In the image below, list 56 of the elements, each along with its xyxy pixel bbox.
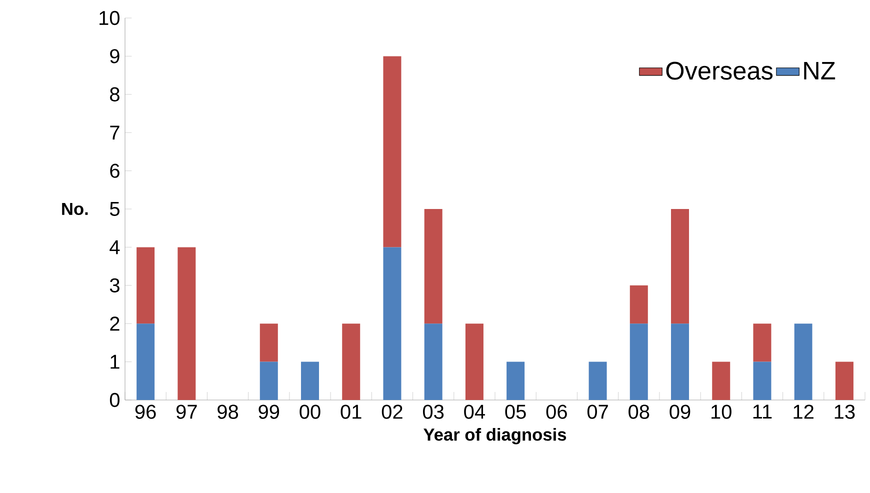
bar — [671, 209, 690, 324]
bar — [630, 324, 648, 400]
y-tick-label: 6 — [110, 164, 120, 178]
y-tick-label: 8 — [110, 87, 120, 102]
x-tick-label: 11 — [753, 404, 772, 418]
x-tick-label: 02 — [382, 404, 402, 419]
bar — [301, 362, 320, 400]
bar — [342, 324, 360, 400]
bar — [260, 362, 278, 400]
x-tick-label: 12 — [794, 404, 814, 419]
x-tick-label: 00 — [300, 404, 320, 419]
bar — [178, 247, 196, 400]
bar — [506, 362, 525, 400]
x-tick-label: 13 — [834, 404, 855, 419]
bar — [136, 324, 155, 400]
bar — [671, 324, 690, 400]
x-tick-label: 05 — [505, 404, 526, 419]
x-tick-label: 98 — [218, 404, 238, 419]
y-tick-label: 4 — [110, 240, 120, 254]
y-tick-label: 7 — [110, 126, 120, 140]
bar — [383, 56, 402, 248]
x-tick-label: 99 — [258, 404, 280, 419]
bar — [753, 362, 772, 400]
legend-label: NZ — [804, 62, 836, 80]
y-tick-label: 10 — [100, 10, 120, 26]
x-tick-label: 01 — [340, 404, 362, 419]
bar — [712, 362, 730, 400]
bar — [835, 362, 854, 400]
legend-label: Overseas — [666, 62, 773, 80]
x-tick-label: 06 — [546, 404, 567, 419]
y-tick-label: 2 — [110, 316, 120, 331]
bar — [794, 324, 812, 400]
bar — [630, 285, 648, 324]
bar — [588, 362, 607, 400]
bar — [424, 209, 442, 324]
bar — [465, 324, 484, 400]
bar — [260, 324, 278, 362]
y-tick-label: 5 — [110, 202, 120, 216]
x-tick-label: 09 — [670, 404, 690, 419]
y-tick-label: 1 — [110, 354, 120, 369]
x-tick-label: 96 — [135, 404, 156, 419]
x-axis-title: Year of diagnosis — [424, 428, 566, 444]
y-tick-label: 3 — [110, 278, 120, 292]
x-tick-label: 08 — [628, 404, 650, 419]
x-tick-label: 03 — [422, 404, 444, 419]
bar — [383, 247, 402, 400]
x-tick-label: 97 — [176, 404, 197, 419]
x-tick-label: 10 — [712, 404, 732, 419]
y-tick-label: 9 — [110, 49, 120, 64]
y-axis-title: No. — [62, 202, 88, 216]
y-tick-label: 0 — [110, 392, 120, 408]
bar — [136, 247, 155, 324]
bar — [753, 324, 772, 362]
bar — [424, 324, 442, 400]
x-tick-label: 04 — [464, 404, 485, 419]
x-tick-label: 07 — [587, 404, 608, 419]
